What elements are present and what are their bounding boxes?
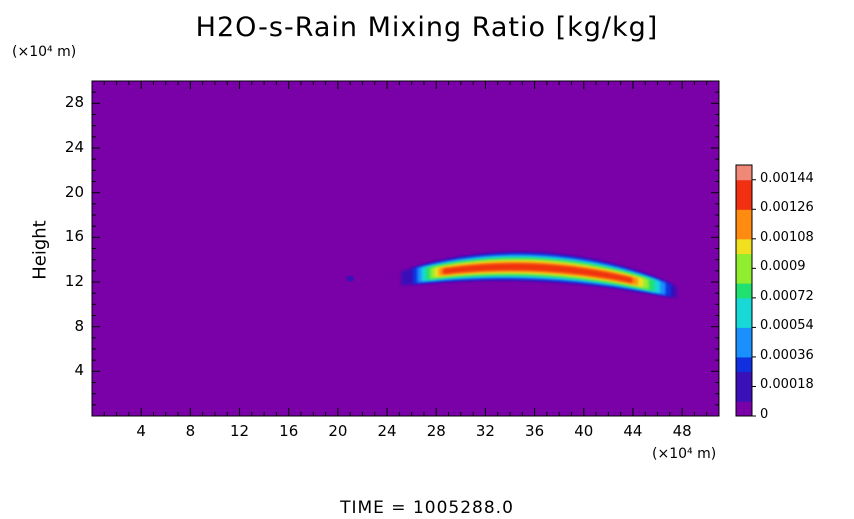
- colorbar-tick-label: 0.00054: [760, 318, 814, 334]
- contour-level-9: [443, 263, 633, 284]
- colorbar-tick-label: 0.00108: [760, 229, 814, 245]
- x-tick-label: 16: [279, 422, 299, 440]
- x-tick-label: 20: [328, 422, 348, 440]
- x-tick-label: 4: [136, 422, 146, 440]
- colorbar-band: [736, 327, 752, 343]
- x-tick-label: 24: [377, 422, 397, 440]
- x-tick-label: 48: [672, 422, 692, 440]
- colorbar-band: [736, 238, 752, 255]
- colorbar-band: [736, 253, 752, 269]
- background-field: [92, 81, 719, 416]
- axes-layer: [91, 80, 720, 417]
- colorbar-tick-label: 0.0009: [760, 259, 806, 275]
- x-tick-label: 44: [623, 422, 643, 440]
- x-tick-label: 32: [475, 422, 495, 440]
- colorbar-band: [736, 268, 752, 284]
- colorbar-band: [736, 356, 752, 373]
- y-unit-label: (×10⁴ m): [12, 44, 77, 60]
- colorbar-band: [736, 165, 752, 181]
- colorbar-band: [736, 179, 752, 196]
- small-cell: [346, 275, 355, 282]
- colorbar-band: [736, 194, 752, 210]
- y-tick-label: 28: [64, 93, 84, 112]
- colorbar-frame: [735, 164, 753, 417]
- colorbar-band: [736, 297, 752, 314]
- x-tick-label: 8: [185, 422, 196, 440]
- y-tick-label: 24: [64, 138, 84, 156]
- chart-title: H2O-s-Rain Mixing Ratio [kg/kg]: [195, 12, 659, 43]
- colorbar-band: [736, 386, 752, 402]
- field-layer: [92, 81, 719, 416]
- colorbar-tick-label: 0.00144: [760, 170, 814, 186]
- colorbar-tick-label: 0.00126: [760, 200, 814, 216]
- y-tick-label: 12: [64, 272, 84, 290]
- x-unit-label: (×10⁴ m): [652, 446, 717, 462]
- time-label: TIME = 1005288.0: [340, 498, 514, 518]
- colorbar-band: [736, 371, 752, 387]
- x-tick-label: 36: [525, 422, 545, 440]
- y-tick-label: 8: [74, 316, 84, 335]
- colorbar-band: [736, 312, 752, 328]
- colorbar-band: [736, 209, 752, 225]
- colorbar-band: [736, 224, 752, 240]
- x-tick-label: 28: [426, 422, 446, 440]
- colorbar-tick-label: 0: [760, 407, 769, 422]
- colorbar-band: [736, 283, 752, 299]
- colorbar: [735, 164, 756, 417]
- colorbar-band: [736, 342, 752, 358]
- colorbar-tick-label: 0.00018: [760, 377, 814, 393]
- x-tick-label: 12: [229, 422, 250, 440]
- y-tick-label: 4: [74, 361, 84, 380]
- colorbar-tick-label: 0.00036: [760, 347, 814, 363]
- x-tick-label: 40: [574, 422, 594, 440]
- y-tick-label: 16: [64, 227, 84, 246]
- colorbar-band: [736, 401, 752, 417]
- y-tick-label: 20: [64, 182, 84, 201]
- colorbar-tick-label: 0.00072: [760, 288, 814, 304]
